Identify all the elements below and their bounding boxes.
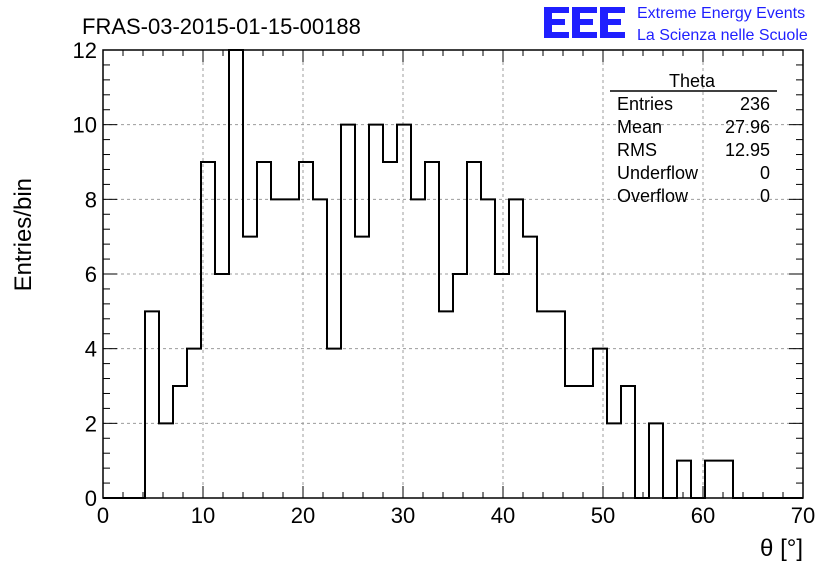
histogram-bin — [411, 199, 425, 498]
x-tick-label: 20 — [291, 503, 315, 528]
histogram-bin — [159, 423, 173, 498]
histogram-bin — [145, 311, 159, 498]
histogram-bin — [327, 349, 341, 498]
histogram-bin — [523, 237, 537, 498]
y-tick-label: 8 — [85, 187, 97, 212]
x-tick-label: 50 — [591, 503, 615, 528]
histogram-bin — [621, 386, 635, 498]
logo-letter-e-bottom — [544, 32, 569, 38]
stats-row-value: 236 — [740, 94, 770, 114]
histogram-bin — [229, 50, 243, 498]
histogram-bin — [705, 461, 719, 498]
logo-letter-e-middle — [572, 19, 593, 25]
stats-row-label: Overflow — [617, 186, 689, 206]
logo-letter-e-top — [600, 7, 625, 13]
histogram-bin — [495, 274, 509, 498]
series-layer — [103, 49, 803, 499]
x-tick-label: 70 — [791, 503, 815, 528]
y-axis-label: Entries/bin — [10, 178, 37, 291]
logo-line-2: La Scienza nelle Scuole — [637, 27, 808, 44]
histogram-series-outline — [103, 49, 803, 499]
histogram-bin — [509, 199, 523, 498]
logo-letter-e-top — [572, 7, 597, 13]
y-tick-label: 12 — [73, 38, 97, 63]
histogram-bin — [173, 386, 187, 498]
histogram-bin — [439, 311, 453, 498]
x-tick-label: 30 — [391, 503, 415, 528]
histogram-bin — [481, 199, 495, 498]
stats-box: Theta Entries 236 Mean 27.96 RMS 12.95 Underfl… — [610, 71, 777, 206]
histogram-bin — [467, 162, 481, 498]
histogram-bin — [341, 125, 355, 498]
y-tick-label: 0 — [85, 486, 97, 511]
stats-row-value: 12.95 — [725, 140, 770, 160]
logo-letter-e-bottom — [572, 32, 597, 38]
logo-letter-e-middle — [600, 19, 621, 25]
logo-line-1: Extreme Energy Events — [637, 5, 805, 22]
y-tick-label: 4 — [85, 337, 97, 362]
logo-letter-e-bottom — [600, 32, 625, 38]
histogram-bin — [201, 162, 215, 498]
eee-logo-mark — [544, 7, 625, 38]
histogram-bin — [719, 461, 733, 498]
axis-layer — [102, 49, 804, 499]
y-tick-label: 2 — [85, 411, 97, 436]
logo-letter-e — [600, 7, 625, 38]
x-tick-label: 10 — [191, 503, 215, 528]
y-tick-label: 10 — [73, 113, 97, 138]
stats-row-value: 0 — [760, 186, 770, 206]
histogram-bin — [383, 162, 397, 498]
histogram-bin — [313, 199, 327, 498]
histogram-bin — [551, 311, 565, 498]
logo-letter-e-middle — [544, 19, 565, 25]
stats-rows: Entries 236 Mean 27.96 RMS 12.95 Underflow 0 Ove… — [617, 94, 770, 206]
histogram-bin — [425, 162, 439, 498]
eee-logo: Extreme Energy Events La Scienza nelle S… — [544, 5, 808, 44]
histogram-bin — [271, 199, 285, 498]
x-axis-label: θ [°] — [760, 535, 803, 562]
histogram-bin — [593, 349, 607, 498]
logo-letter-e-top — [544, 7, 569, 13]
stats-row-value: 27.96 — [725, 117, 770, 137]
histogram-bin — [579, 386, 593, 498]
stats-row-label: RMS — [617, 140, 657, 160]
stats-row-label: Mean — [617, 117, 662, 137]
chart-title: FRAS-03-2015-01-15-00188 — [82, 14, 361, 39]
histogram-bin — [187, 349, 201, 498]
histogram-bin — [355, 237, 369, 498]
x-tick-label: 40 — [491, 503, 515, 528]
histogram-bin — [565, 386, 579, 498]
histogram-bin — [215, 274, 229, 498]
histogram-bin — [677, 461, 691, 498]
histogram-bin — [453, 274, 467, 498]
stats-row-label: Entries — [617, 94, 673, 114]
x-tick-label: 60 — [691, 503, 715, 528]
histogram-bin — [257, 162, 271, 498]
histogram-bin — [369, 125, 383, 498]
histogram-bin — [397, 125, 411, 498]
histogram-bin — [243, 237, 257, 498]
stats-row-label: Underflow — [617, 163, 699, 183]
histogram-bin — [649, 423, 663, 498]
histogram-bin — [285, 199, 299, 498]
histogram-bin — [299, 162, 313, 498]
histogram-bin — [607, 423, 621, 498]
stats-row-value: 0 — [760, 163, 770, 183]
label-layer: 0 10 20 30 40 50 60 70 0 2 4 6 8 10 12 — [73, 38, 816, 528]
histogram-bin — [537, 311, 551, 498]
logo-letter-e — [544, 7, 569, 38]
logo-letter-e — [572, 7, 597, 38]
y-tick-label: 6 — [85, 262, 97, 287]
x-tick-label: 0 — [97, 503, 109, 528]
stats-title: Theta — [669, 71, 716, 91]
